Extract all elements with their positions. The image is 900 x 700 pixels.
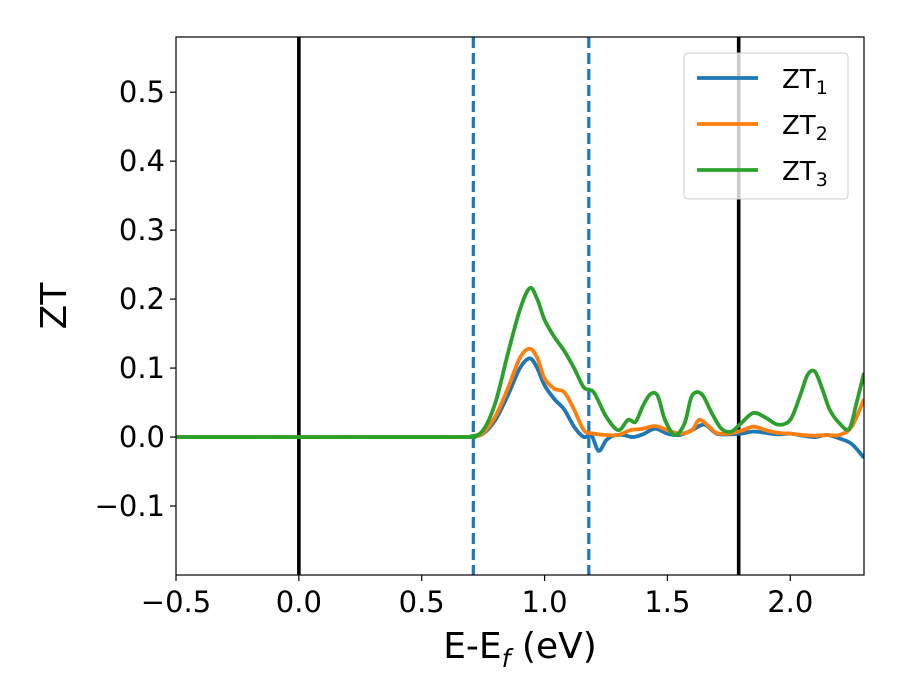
legend-label-2: ZT2 [782,111,828,145]
plot-frame [175,36,865,576]
y-axis-title: ZT [34,282,75,330]
y-tick-label: 0.2 [119,282,165,316]
y-tick-label: 0.3 [119,213,165,247]
y-tick-label: 0.0 [119,420,165,454]
y-axis-ticks: −0.1 0.0 0.1 0.2 0.3 0.4 0.5 [95,75,176,523]
legend: ZT1 ZT2 ZT3 [683,52,849,200]
legend-label-1: ZT1 [782,65,828,99]
y-tick-label: 0.5 [119,75,165,109]
y-tick-label: 0.4 [119,144,165,178]
x-tick-label: 0.5 [399,585,445,619]
y-tick-label: −0.1 [95,489,165,523]
x-axis-ticks: −0.5 0.0 0.5 1.0 1.5 2.0 [141,575,813,619]
series-line-2 [176,346,864,440]
series-lines [176,285,864,460]
x-tick-label: −0.5 [141,585,211,619]
x-tick-label: 0.0 [276,585,322,619]
x-tick-label: 1.0 [522,585,568,619]
x-tick-label: 2.0 [767,585,813,619]
x-axis-title: E-Ef (eV) [443,626,597,673]
legend-label-3: ZT3 [782,157,828,191]
series-line-3 [176,285,864,440]
x-tick-label: 1.5 [644,585,690,619]
y-tick-label: 0.1 [119,351,165,385]
legend-frame [683,52,849,200]
